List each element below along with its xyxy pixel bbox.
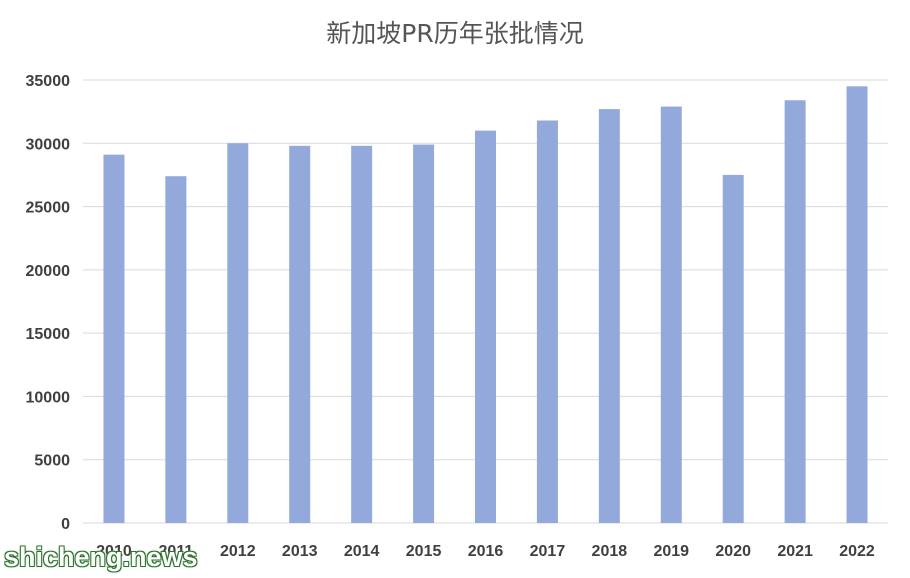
y-tick-label: 15000 <box>26 326 71 343</box>
y-tick-label: 10000 <box>26 389 71 406</box>
bar <box>289 145 311 523</box>
x-tick-label: 2017 <box>530 543 566 560</box>
y-tick-label: 30000 <box>26 136 71 153</box>
y-tick-label: 20000 <box>26 263 71 280</box>
x-tick-label: 2014 <box>344 543 380 560</box>
y-tick-label: 0 <box>61 516 70 533</box>
x-tick-label: 2016 <box>468 543 504 560</box>
x-tick-label: 2013 <box>282 543 318 560</box>
bar <box>475 130 496 523</box>
bar <box>536 120 558 523</box>
x-tick-label: 2012 <box>220 543 256 560</box>
y-tick-label: 25000 <box>26 200 71 217</box>
x-tick-label: 2019 <box>653 543 689 560</box>
bar <box>351 145 373 523</box>
x-tick-label: 2022 <box>839 543 875 560</box>
x-tick-label: 2020 <box>715 543 751 560</box>
x-tick-label: 2015 <box>406 543 442 560</box>
y-axis-ticks: 0 5000 10000 15000 20000 25000 30000 35000 <box>26 73 71 533</box>
bar <box>722 174 744 523</box>
x-tick-label: 2010 <box>96 543 132 560</box>
x-axis-ticks: 2010 2011 2012 2013 2014 2015 2016 2017 2018 2019… <box>96 543 875 560</box>
x-tick-label: 2021 <box>777 543 813 560</box>
watermark-logo: shicheng.news <box>4 542 198 572</box>
y-tick-label: 35000 <box>26 73 71 90</box>
x-tick-label: 2011 <box>159 543 194 560</box>
bars <box>103 86 868 524</box>
bar <box>846 86 868 523</box>
bar <box>165 176 187 524</box>
y-tick-label: 5000 <box>34 453 70 470</box>
bar <box>784 100 806 523</box>
x-tick-label: 2018 <box>592 543 628 560</box>
bar <box>103 154 125 524</box>
chart-title: 新加坡PR历年张批情况 <box>326 19 584 48</box>
bar <box>598 109 620 524</box>
bar <box>227 143 249 524</box>
bar <box>413 144 435 523</box>
bar <box>660 106 682 523</box>
